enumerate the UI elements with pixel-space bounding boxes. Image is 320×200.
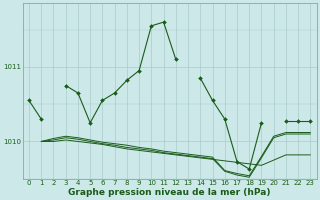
X-axis label: Graphe pression niveau de la mer (hPa): Graphe pression niveau de la mer (hPa) — [68, 188, 271, 197]
